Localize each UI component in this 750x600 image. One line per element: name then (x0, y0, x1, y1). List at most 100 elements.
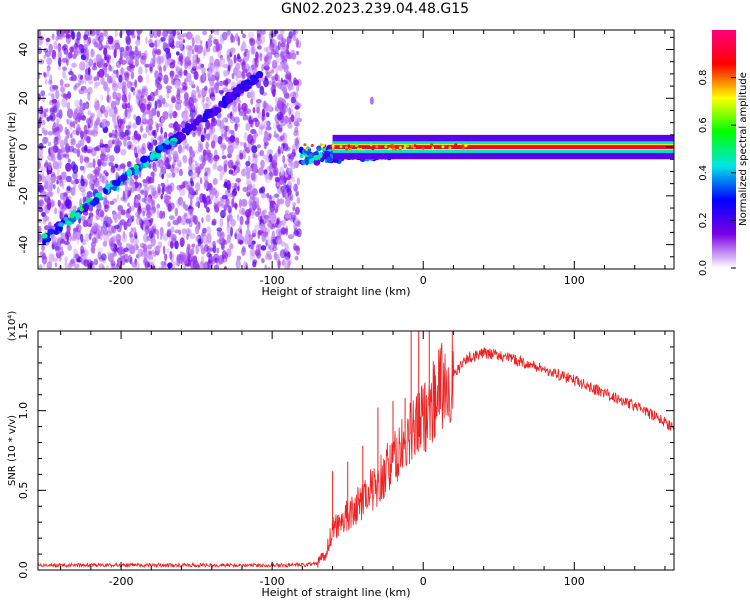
noise-speckle (271, 247, 278, 251)
noise-speckle (193, 190, 199, 196)
noise-speckle (174, 207, 179, 217)
spectrogram-xtick-label: -100 (260, 274, 285, 287)
noise-speckle (126, 161, 132, 168)
noise-speckle (64, 256, 68, 262)
noise-speckle (140, 52, 147, 60)
noise-speckle (144, 254, 150, 263)
noise-speckle (42, 96, 45, 103)
noise-speckle (215, 42, 220, 53)
noise-speckle (96, 102, 100, 108)
noise-speckle (245, 160, 251, 167)
snr-ytick-label: 1.0 (17, 402, 30, 420)
noise-speckle (111, 265, 117, 269)
noise-speckle (178, 229, 182, 236)
noise-speckle (46, 57, 50, 65)
noise-speckle (57, 30, 64, 40)
noise-speckle (68, 71, 74, 76)
noise-speckle (111, 235, 117, 243)
noise-speckle (58, 57, 62, 67)
noise-speckle (270, 84, 277, 95)
snr-ylabel: SNR (10 * v/v) (7, 415, 18, 486)
noise-speckle (112, 91, 117, 100)
noise-speckle (204, 171, 208, 177)
noise-speckle (137, 75, 143, 83)
noise-speckle (128, 218, 133, 224)
noise-speckle (56, 166, 60, 177)
noise-speckle (65, 118, 72, 123)
noise-speckle (135, 115, 142, 126)
noise-speckle (263, 120, 269, 129)
noise-speckle (290, 162, 297, 170)
noise-speckle (206, 233, 212, 243)
noise-speckle (118, 74, 123, 83)
diagonal-echo (134, 168, 140, 175)
noise-speckle (107, 253, 114, 263)
noise-speckle (139, 217, 142, 226)
noise-speckle (245, 122, 250, 132)
noise-speckle (283, 190, 287, 198)
noise-speckle (190, 172, 197, 180)
diagonal-echo (75, 212, 81, 219)
snr-xtick-label: -200 (109, 575, 134, 588)
noise-speckle (250, 138, 255, 146)
noise-speckle (229, 144, 235, 153)
noise-speckle (40, 175, 46, 183)
noise-speckle (103, 47, 108, 56)
noise-speckle (122, 81, 127, 88)
carrier-dot (339, 145, 343, 149)
noise-speckle (80, 178, 85, 187)
noise-speckle (279, 135, 285, 141)
noise-speckle (81, 115, 87, 121)
noise-speckle (139, 103, 146, 113)
noise-speckle (147, 118, 154, 127)
noise-speckle (91, 65, 98, 71)
noise-speckle (158, 95, 163, 101)
carrier-dot (384, 145, 388, 149)
noise-speckle (135, 133, 142, 141)
noise-speckle (75, 130, 80, 136)
diagonal-echo (103, 188, 108, 195)
noise-speckle (147, 244, 153, 250)
noise-speckle (295, 190, 299, 197)
noise-speckle (132, 237, 139, 246)
noise-speckle (245, 72, 252, 78)
noise-speckle (53, 55, 57, 62)
noise-speckle (147, 196, 151, 205)
colorbar-label: Normalized spectral amplitude (738, 72, 749, 226)
diagonal-echo (82, 204, 90, 210)
noise-speckle (48, 43, 53, 53)
noise-speckle (87, 74, 93, 81)
noise-speckle (73, 180, 77, 191)
noise-speckle (59, 202, 64, 210)
noise-speckle (81, 189, 86, 198)
noise-speckle (149, 30, 154, 39)
noise-speckle (190, 89, 197, 100)
noise-speckle (62, 69, 66, 79)
noise-speckle (114, 48, 117, 54)
noise-speckle (216, 227, 223, 232)
noise-speckle (230, 47, 236, 55)
noise-speckle (250, 89, 254, 99)
noise-speckle (206, 133, 211, 141)
noise-speckle (231, 198, 235, 208)
noise-speckle (163, 194, 169, 202)
noise-speckle (71, 62, 77, 68)
noise-speckle (53, 122, 60, 128)
diagonal-echo (53, 230, 59, 235)
noise-speckle (136, 92, 141, 101)
noise-speckle (43, 136, 49, 144)
noise-speckle (55, 36, 59, 41)
noise-speckle (70, 258, 75, 265)
noise-speckle (228, 129, 235, 134)
noise-speckle (111, 129, 116, 136)
noise-speckle (251, 145, 258, 154)
noise-speckle (91, 222, 97, 232)
noise-speckle (51, 93, 55, 100)
noise-speckle (80, 137, 85, 147)
noise-speckle (226, 204, 230, 209)
noise-speckle (279, 42, 286, 48)
noise-speckle (264, 132, 271, 140)
noise-speckle (174, 240, 179, 250)
noise-speckle (76, 148, 81, 158)
noise-speckle (252, 66, 258, 75)
